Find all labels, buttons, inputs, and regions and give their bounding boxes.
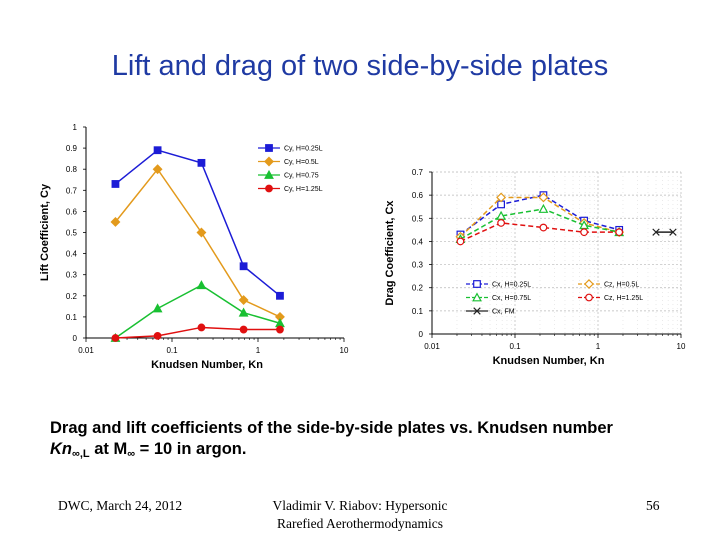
lift-x-tick-label: 0.1	[166, 346, 178, 355]
caption-m-subscript: ∞	[127, 448, 136, 460]
lift-legend-label: Cy, H=0.75	[284, 173, 319, 180]
lift-y-axis-label: Lift Coefficient, Cy	[39, 183, 51, 281]
drag-legend-label: Cz, H=1.25L	[604, 295, 643, 302]
drag-y-tick-label: 0.1	[412, 307, 424, 316]
drag-legend-marker	[472, 292, 482, 302]
drag-data-point	[538, 203, 549, 213]
drag-data-point	[539, 223, 548, 232]
drag-x-axis-label: Knudsen Number, Kn	[493, 355, 605, 367]
lift-data-point	[110, 217, 121, 227]
lift-series-line-3	[115, 326, 280, 339]
drag-data-point	[496, 192, 507, 203]
lift-y-tick-label: 1	[73, 123, 78, 132]
drag-x-tick-label: 1	[596, 342, 601, 351]
lift-data-point	[239, 262, 248, 271]
footer-author-line2: Rarefied Aerothermodynamics	[276, 516, 444, 531]
drag-data-point	[669, 228, 677, 236]
drag-data-point	[580, 228, 588, 237]
lift-legend-label: Cy, H=0.25L	[284, 146, 323, 153]
drag-legend-label: Cx, H=0.75L	[492, 295, 531, 302]
lift-x-tick-label: 0.01	[78, 346, 94, 355]
caption-at: at M	[89, 440, 128, 458]
drag-data-point	[456, 237, 465, 246]
lift-data-point	[152, 164, 163, 175]
lift-data-point	[238, 307, 249, 317]
lift-legend-marker	[265, 144, 273, 152]
lift-x-tick-label: 10	[340, 346, 349, 355]
lift-legend-label: Cy, H=0.5L	[284, 159, 319, 166]
lift-y-tick-label: 0.2	[66, 292, 78, 301]
drag-series-line-3	[460, 222, 620, 243]
lift-y-tick-label: 0.8	[66, 165, 78, 174]
drag-data-point	[497, 219, 505, 227]
lift-data-point	[111, 334, 120, 342]
drag-y-axis-label: Drag Coefficient, Cx	[384, 200, 396, 306]
lift-data-point	[197, 158, 206, 167]
lift-y-tick-label: 0.7	[66, 186, 78, 195]
lift-y-tick-label: 0.1	[66, 313, 78, 322]
lift-data-point	[196, 227, 207, 238]
drag-legend-label: Cz, H=0.5L	[604, 282, 639, 289]
lift-legend-label: Cy, H=1.25L	[284, 186, 323, 193]
lift-data-point	[153, 146, 162, 155]
drag-y-tick-label: 0.5	[412, 214, 424, 223]
lift-data-point	[111, 180, 120, 188]
footer-date: DWC, March 24, 2012	[58, 498, 183, 513]
drag-y-tick-label: 0.6	[412, 191, 424, 200]
lift-legend-marker	[265, 184, 273, 193]
drag-data-point	[652, 228, 660, 236]
caption-line1: Drag and lift coefficients of the side-b…	[50, 419, 613, 437]
lift-legend-marker	[264, 169, 274, 179]
drag-legend-marker	[585, 293, 593, 302]
slide-title: Lift and drag of two side-by-side plates	[111, 50, 609, 82]
lift-y-tick-label: 0.5	[66, 229, 78, 238]
lift-y-tick-label: 0.4	[66, 250, 78, 259]
caption-kn: Kn	[50, 440, 72, 458]
figure-caption: Drag and lift coefficients of the side-b…	[50, 418, 690, 465]
lift-series-line-1	[114, 167, 281, 318]
drag-data-point	[615, 228, 624, 237]
lift-data-point	[152, 303, 163, 313]
lift-data-point	[239, 325, 248, 334]
drag-series-line-0	[459, 194, 620, 236]
footer-author-line1: Vladimir V. Riabov: Hypersonic	[272, 498, 448, 513]
drag-y-tick-label: 0.7	[412, 168, 424, 177]
lift-data-point	[153, 331, 162, 340]
drag-y-tick-label: 0.3	[412, 261, 424, 270]
lift-y-tick-label: 0.3	[66, 271, 78, 280]
lift-data-point	[196, 280, 207, 290]
drag-legend-label: Cx, H=0.25L	[492, 282, 531, 289]
drag-legend-marker	[584, 279, 594, 289]
lift-legend-marker	[264, 156, 274, 167]
drag-y-tick-label: 0.2	[412, 284, 424, 293]
drag-x-tick-label: 0.1	[509, 342, 521, 351]
lift-x-axis-label: Knudsen Number, Kn	[151, 359, 263, 371]
lift-y-tick-label: 0	[73, 334, 78, 343]
lift-data-point	[238, 295, 249, 305]
lift-series-line-0	[114, 149, 281, 297]
drag-legend-marker	[473, 307, 481, 315]
caption-tail: = 10 in argon.	[135, 440, 247, 458]
lift-y-tick-label: 0.9	[66, 144, 78, 153]
drag-y-tick-label: 0.4	[412, 237, 424, 246]
lift-y-tick-label: 0.6	[66, 207, 78, 216]
footer-author: Vladimir V. Riabov: Hypersonic Rarefied …	[255, 497, 465, 533]
lift-data-point	[276, 291, 284, 300]
drag-legend-label: Cx, FM	[492, 309, 515, 316]
drag-x-tick-label: 0.01	[424, 342, 440, 351]
drag-legend-marker	[473, 280, 481, 288]
caption-kn-subscript: ∞,L	[72, 448, 90, 460]
footer-page-number: 56	[646, 498, 660, 513]
drag-data-point	[538, 192, 549, 203]
lift-data-point	[197, 323, 206, 332]
lift-x-tick-label: 1	[256, 346, 261, 355]
lift-data-point	[276, 325, 284, 334]
drag-y-tick-label: 0	[419, 330, 424, 339]
drag-x-tick-label: 10	[677, 342, 686, 351]
